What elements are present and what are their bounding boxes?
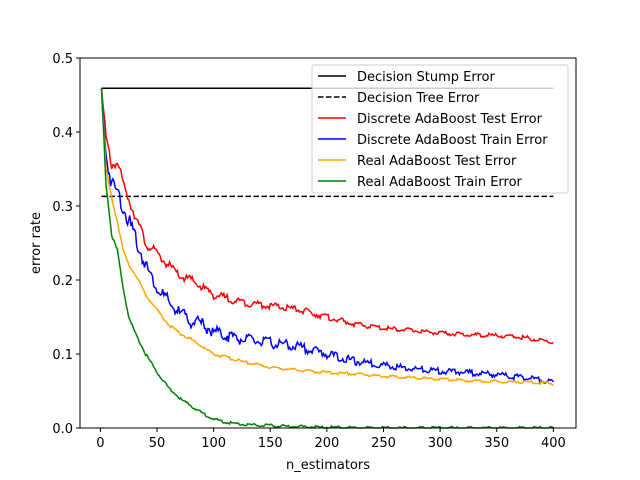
y-tick-label: 0.3	[52, 200, 73, 215]
legend-label: Real AdaBoost Train Error	[357, 175, 523, 190]
x-axis-label: n_estimators	[286, 458, 370, 473]
y-tick-label: 0.4	[52, 126, 73, 141]
x-tick-label: 300	[428, 436, 453, 451]
axes-frame	[79, 57, 577, 429]
x-axis: 0 50 100 150 200 250 300 350 400	[96, 428, 566, 451]
x-tick-label: 200	[314, 436, 339, 451]
legend-label: Decision Tree Error	[357, 91, 480, 106]
legend-label: Real AdaBoost Test Error	[357, 154, 517, 169]
legend-label: Decision Stump Error	[357, 70, 495, 85]
series-line-3	[100, 88, 555, 386]
x-tick-label: 100	[201, 436, 226, 451]
series-line-4	[100, 88, 554, 386]
x-tick-label: 250	[371, 436, 396, 451]
y-tick-label: 0.2	[52, 274, 73, 289]
x-tick-label: 400	[541, 436, 566, 451]
x-tick-label: 0	[96, 436, 104, 451]
x-tick-label: 150	[258, 436, 283, 451]
legend-label: Discrete AdaBoost Test Error	[357, 112, 543, 127]
legend-box	[311, 64, 569, 194]
y-tick-label: 0.1	[52, 348, 73, 363]
y-axis-label: error rate	[29, 212, 44, 274]
series-line-2	[100, 88, 554, 345]
y-tick-label: 0.0	[52, 422, 73, 437]
legend-label: Discrete AdaBoost Train Error	[357, 133, 548, 148]
y-tick-label: 0.5	[52, 52, 73, 67]
x-tick-label: 50	[149, 436, 166, 451]
x-tick-label: 350	[484, 436, 509, 451]
y-axis: 0.0 0.1 0.2 0.3 0.4 0.5	[52, 52, 80, 437]
legend: Decision Stump Error Decision Tree Error D…	[311, 64, 569, 194]
